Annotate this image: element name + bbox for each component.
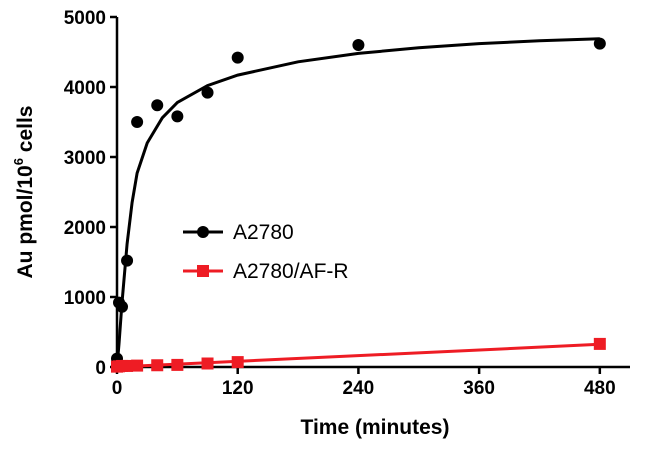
legend-item-a2780: A2780 bbox=[183, 221, 294, 244]
data-point-a2780-af-r bbox=[593, 337, 606, 350]
y-tick-label: 2000 bbox=[64, 218, 106, 239]
y-tick-label: 3000 bbox=[64, 148, 106, 169]
data-point-a2780 bbox=[131, 116, 144, 128]
data-point-a2780 bbox=[116, 300, 129, 313]
x-tick-label: 120 bbox=[222, 378, 254, 399]
y-tick-label: 5000 bbox=[64, 8, 106, 29]
legend-label-a2780-af-r: A2780/AF-R bbox=[233, 260, 349, 283]
y-axis-title-base: Au pmol/10 bbox=[14, 165, 37, 278]
y-axis-title-tail: cells bbox=[14, 106, 37, 159]
data-point-a2780-af-r bbox=[131, 359, 144, 372]
legend-marker-a2780 bbox=[197, 226, 209, 238]
y-axis-title-sup: 6 bbox=[11, 158, 26, 165]
data-point-a2780 bbox=[151, 99, 164, 112]
y-ticks: 0 1000 2000 3000 4000 5000 bbox=[64, 8, 117, 379]
data-point-a2780-af-r bbox=[201, 357, 214, 370]
x-tick-label: 240 bbox=[343, 378, 375, 399]
y-tick-label: 1000 bbox=[64, 288, 106, 309]
legend-label-a2780: A2780 bbox=[233, 221, 294, 244]
data-point-a2780 bbox=[121, 254, 134, 267]
series-a2780-af-r bbox=[111, 337, 606, 373]
fit-line-a2780-af-r bbox=[116, 342, 600, 369]
fit-line-a2780 bbox=[115, 37, 600, 368]
y-tick-label: 0 bbox=[95, 358, 106, 379]
data-point-a2780-af-r bbox=[231, 356, 244, 369]
x-ticks: 0 120 240 360 480 bbox=[112, 367, 616, 399]
legend-item-a2780-af-r: A2780/AF-R bbox=[183, 260, 349, 283]
x-axis-title: Time (minutes) bbox=[301, 416, 450, 439]
y-axis-title: Au pmol/106 cells bbox=[11, 106, 37, 279]
data-point-a2780-af-r bbox=[151, 359, 164, 372]
y-tick-label: 4000 bbox=[64, 78, 106, 99]
x-tick-label: 360 bbox=[463, 378, 495, 399]
data-point-a2780 bbox=[201, 86, 214, 99]
data-point-a2780 bbox=[171, 110, 184, 123]
series-layer bbox=[111, 37, 606, 373]
data-point-a2780 bbox=[352, 39, 365, 51]
legend-marker-a2780-af-r bbox=[197, 265, 209, 277]
data-point-a2780-af-r bbox=[171, 358, 184, 371]
x-tick-label: 480 bbox=[584, 378, 616, 399]
series-a2780 bbox=[111, 37, 606, 368]
data-point-a2780-af-r bbox=[121, 359, 134, 372]
x-tick-label: 0 bbox=[112, 378, 123, 399]
legend: A2780 A2780/AF-R bbox=[183, 221, 349, 283]
data-point-a2780 bbox=[593, 37, 606, 50]
axes bbox=[115, 17, 630, 369]
data-point-a2780 bbox=[231, 51, 244, 64]
